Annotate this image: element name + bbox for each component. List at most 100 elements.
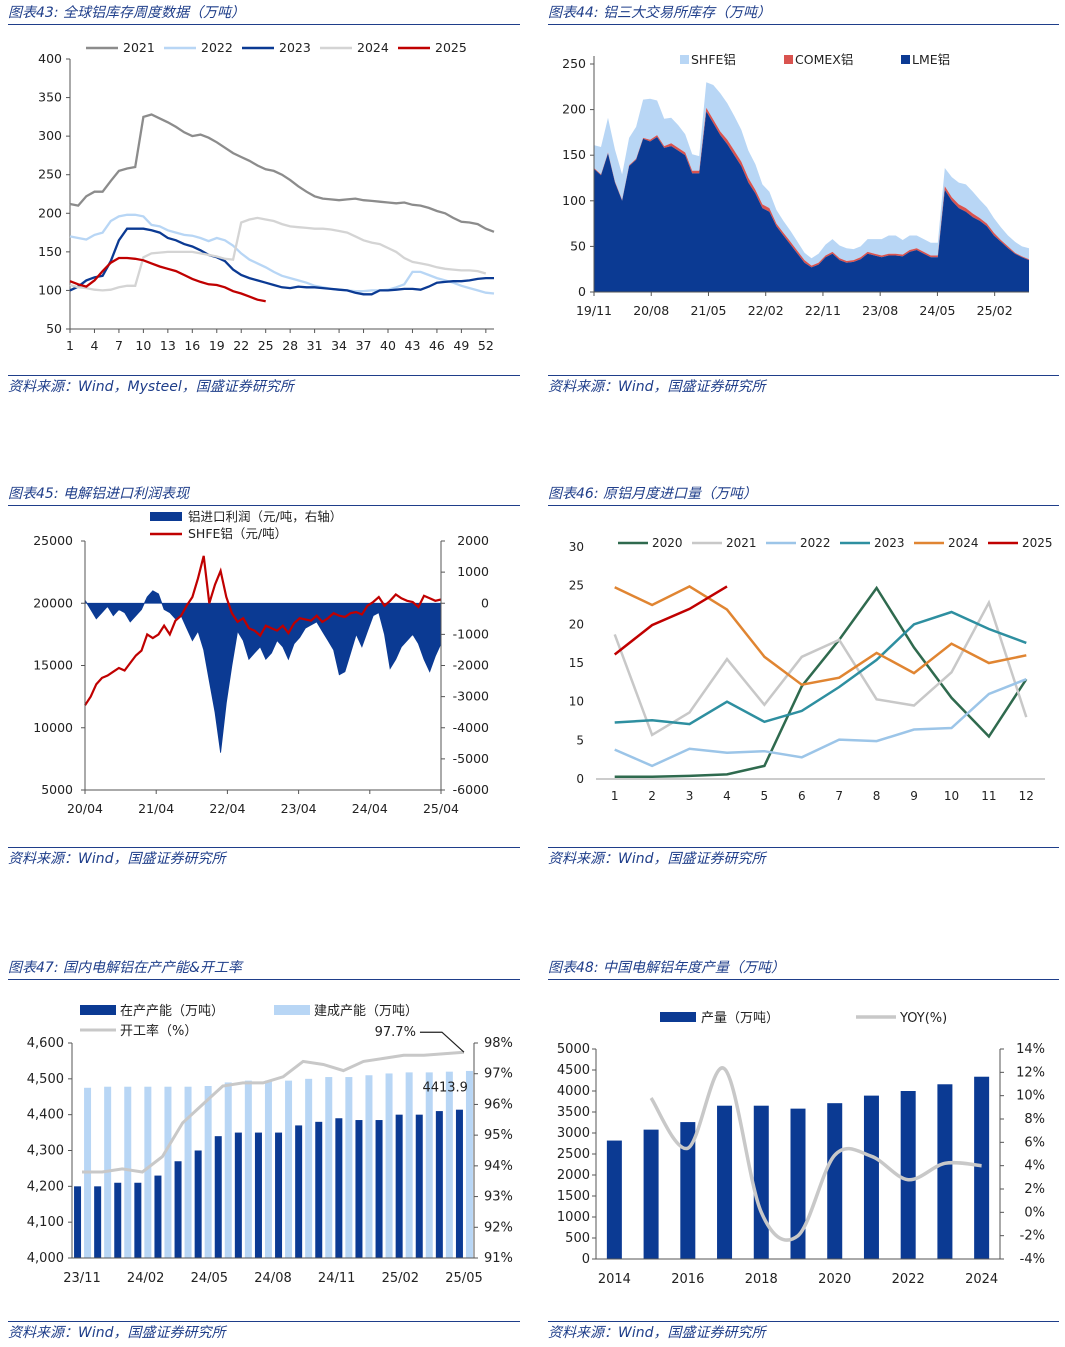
x-tick-label: 1 bbox=[611, 789, 619, 803]
series-line-2025 bbox=[613, 585, 728, 656]
panel-source: 资料来源：Wind，Mysteel，国盛证券研究所 bbox=[8, 375, 520, 398]
bar-output bbox=[606, 1140, 622, 1259]
x-tick-label: 24/02 bbox=[127, 1271, 164, 1286]
bar-built bbox=[325, 1077, 333, 1258]
y-tick-label: 20000 bbox=[33, 595, 73, 610]
area-SHFE bbox=[594, 82, 1029, 266]
series-line-2023 bbox=[69, 227, 494, 296]
bar-built bbox=[305, 1078, 313, 1258]
y-tick-label: 20 bbox=[569, 617, 584, 631]
bar-capacity bbox=[335, 1118, 343, 1258]
y-tick-label: 4,600 bbox=[27, 1036, 64, 1051]
bar-output bbox=[974, 1076, 990, 1259]
legend-label: SHFE铝 bbox=[691, 52, 736, 67]
bar-capacity bbox=[94, 1186, 102, 1258]
y-tick-label: 4,000 bbox=[27, 1251, 64, 1266]
bar-built bbox=[385, 1073, 393, 1258]
y-right-tick-label: 2% bbox=[1024, 1182, 1045, 1197]
x-tick-label: 34 bbox=[331, 338, 347, 353]
chart-global-inventory: 400 350 300 250 200 150 100 50 1 4 7 10 13 16 19 22 25 28… bbox=[38, 40, 495, 353]
y-right-tick-label: 92% bbox=[484, 1220, 513, 1235]
x-tick-label: 40 bbox=[380, 338, 396, 353]
bar-capacity bbox=[174, 1161, 182, 1258]
y-right-tick-label: 94% bbox=[484, 1159, 513, 1174]
y-tick-label: 150 bbox=[562, 147, 586, 162]
chart-annual-output: 5000450040003500300025002000150010005000… bbox=[557, 1011, 1045, 1287]
bar-built bbox=[345, 1077, 353, 1258]
legend-swatch bbox=[660, 1012, 696, 1022]
x-tick-label: 20/08 bbox=[633, 303, 669, 318]
y-right-tick-label: -4000 bbox=[453, 720, 489, 735]
y-right-tick-label: 14% bbox=[1016, 1042, 1045, 1057]
x-tick-label: 19/11 bbox=[576, 303, 612, 318]
bar-built bbox=[425, 1072, 433, 1258]
y-tick-label: 25000 bbox=[33, 533, 73, 548]
panel-3: 图表45: 电解铝进口利润表现 25000 20000 15000 10000 5000… bbox=[8, 483, 520, 873]
x-tick-label: 21/04 bbox=[138, 801, 174, 816]
y-tick-label: 15000 bbox=[33, 658, 73, 673]
bar-capacity bbox=[275, 1132, 283, 1258]
x-tick-label: 22/04 bbox=[209, 801, 245, 816]
y-tick-label: 150 bbox=[38, 244, 62, 259]
bar-built bbox=[405, 1072, 413, 1258]
y-right-tick-label: 6% bbox=[1024, 1135, 1045, 1150]
x-tick-label: 23/08 bbox=[862, 303, 898, 318]
y-right-tick-label: 8% bbox=[1024, 1112, 1045, 1127]
y-tick-label: 2500 bbox=[557, 1147, 590, 1162]
series-line-2024 bbox=[69, 216, 487, 292]
y-tick-label: 3500 bbox=[557, 1105, 590, 1120]
bar-capacity bbox=[375, 1120, 383, 1258]
legend-swatch bbox=[274, 1005, 310, 1015]
x-tick-label: 24/04 bbox=[352, 801, 388, 816]
x-tick-label: 24/05 bbox=[191, 1271, 228, 1286]
panel-title: 图表44: 铝三大交易所库存（万吨） bbox=[548, 2, 1059, 25]
legend-label: 铝进口利润（元/吨，右轴） bbox=[188, 509, 342, 524]
y-tick-label: 5000 bbox=[557, 1042, 590, 1057]
y-right-tick-label: 1000 bbox=[457, 564, 489, 579]
x-tick-label: 19 bbox=[209, 338, 225, 353]
y-right-tick-label: 95% bbox=[484, 1128, 513, 1143]
panel-6: 图表48: 中国电解铝年度产量（万吨） 5000 4500 4000 3500 3000… bbox=[548, 957, 1059, 1347]
chart-exchange-inventory: 250 200 150 100 50 0 19/11 20/08 21/05 22/02 22/11… bbox=[562, 52, 1029, 318]
x-tick-label: 22/02 bbox=[748, 303, 784, 318]
legend-label: 产量（万吨） bbox=[701, 1011, 779, 1026]
panel-5: 图表47: 国内电解铝在产产能&开工率 4,600 4,500 4,400 4,300… bbox=[8, 957, 520, 1347]
legend-label: YOY(%) bbox=[899, 1011, 947, 1026]
legend-label: 2022 bbox=[800, 536, 831, 550]
panel-title: 图表43: 全球铝库存周度数据（万吨） bbox=[8, 2, 520, 25]
y-tick-label: 2000 bbox=[557, 1168, 590, 1183]
y-right-tick-label: 4% bbox=[1024, 1159, 1045, 1174]
legend-label: LME铝 bbox=[912, 52, 950, 67]
x-tick-label: 6 bbox=[798, 789, 806, 803]
x-tick-label: 22 bbox=[233, 338, 249, 353]
x-tick-label: 2018 bbox=[745, 1272, 778, 1287]
y-tick-label: 1500 bbox=[557, 1189, 590, 1204]
x-tick-label: 13 bbox=[160, 338, 176, 353]
y-tick-label: 250 bbox=[38, 167, 62, 182]
legend-label: 2020 bbox=[652, 536, 683, 550]
bar-capacity bbox=[435, 1111, 443, 1258]
legend-label: 建成产能（万吨） bbox=[314, 1004, 418, 1019]
x-tick-label: 31 bbox=[307, 338, 323, 353]
legend-label: 2022 bbox=[201, 40, 233, 55]
bar-capacity bbox=[355, 1120, 363, 1258]
bar-output bbox=[643, 1129, 659, 1259]
y-tick-label: 0 bbox=[582, 1252, 590, 1267]
x-tick-label: 25/02 bbox=[977, 303, 1013, 318]
panel-source: 资料来源：Wind，国盛证券研究所 bbox=[548, 847, 1059, 870]
series-line-2022 bbox=[69, 213, 495, 295]
chart-import-profit: 250002000015000100005000200010000-1000-2… bbox=[33, 509, 489, 816]
y-tick-label: 4000 bbox=[557, 1084, 590, 1099]
bar-built bbox=[465, 1070, 473, 1258]
legend-swatch bbox=[901, 55, 910, 64]
x-tick-label: 28 bbox=[282, 338, 298, 353]
bar-capacity bbox=[114, 1182, 122, 1258]
legend-swatch bbox=[784, 55, 793, 64]
annotation-rate: 97.7% bbox=[375, 1025, 416, 1040]
legend-label: 2025 bbox=[435, 40, 467, 55]
x-tick-label: 21/05 bbox=[690, 303, 726, 318]
y-tick-label: 0 bbox=[576, 772, 584, 786]
bar-capacity bbox=[234, 1132, 242, 1258]
y-tick-label: 30 bbox=[569, 540, 584, 554]
panel-title: 图表46: 原铝月度进口量（万吨） bbox=[548, 483, 1059, 506]
